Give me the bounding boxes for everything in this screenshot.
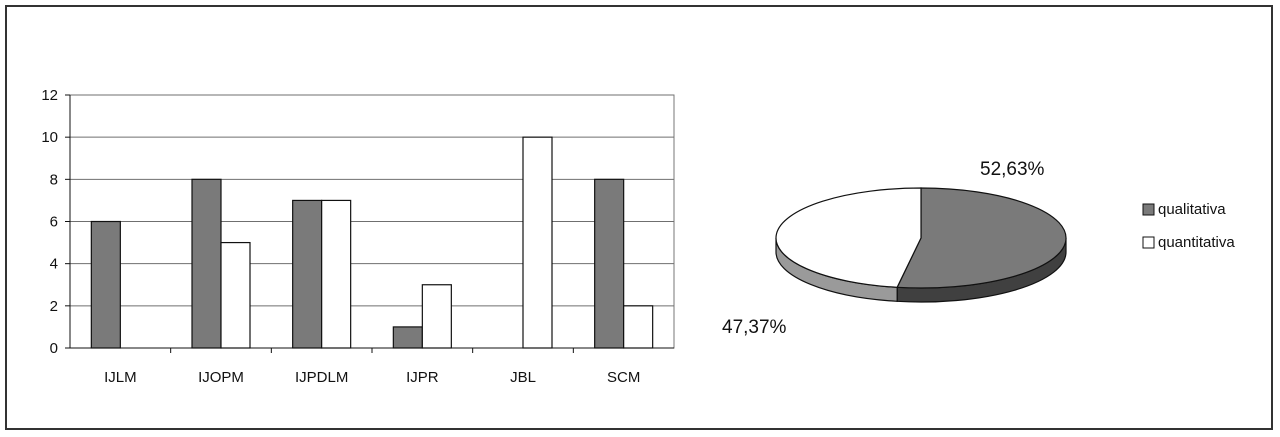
bar-quantitativa-ijpr (421, 284, 452, 349)
bar-qualitativa-ijopm (191, 178, 222, 349)
grid-lines (70, 94, 674, 307)
y-axis-ticks: 0 2 4 6 8 10 12 (41, 87, 70, 357)
legend-swatch-qualitativa (1142, 203, 1155, 216)
bars (90, 136, 654, 349)
y-tick-label: 4 (50, 256, 58, 273)
bar-qualitativa-ijpdlm (292, 199, 323, 349)
x-tick-label: JBL (510, 369, 536, 386)
bar-qualitativa-ijlm (90, 220, 121, 349)
y-tick-label: 10 (41, 129, 58, 146)
pie-label-quantitativa: 47,37% (722, 317, 787, 338)
y-tick-label: 0 (50, 340, 58, 357)
y-tick-label: 8 (50, 171, 58, 188)
bar-quantitativa-ijpdlm (321, 199, 352, 349)
legend-label-quantitativa: quantitativa (1158, 234, 1235, 251)
x-axis-ticks: IJLM IJOPM IJPDLM IJPR JBL SCM (104, 348, 640, 386)
bar-qualitativa-ijpr (392, 326, 423, 349)
legend-swatch-quantitativa (1142, 236, 1155, 249)
pie-chart (775, 187, 1067, 303)
x-tick-label: IJOPM (198, 369, 244, 386)
bar-quantitativa-scm (623, 305, 654, 349)
legend: qualitativa quantitativa (1142, 201, 1235, 251)
y-tick-label: 12 (41, 87, 58, 104)
bar-quantitativa-ijopm (220, 241, 251, 349)
y-tick-label: 6 (50, 214, 58, 231)
legend-label-qualitativa: qualitativa (1158, 201, 1226, 218)
x-tick-label: IJPR (406, 369, 439, 386)
bar-qualitativa-scm (594, 178, 625, 349)
bar-chart: 0 2 4 6 8 10 12 IJLM IJOPM IJPDLM IJPR JBL SCM (41, 87, 675, 386)
y-tick-label: 2 (50, 298, 58, 315)
bar-quantitativa-jbl (522, 136, 553, 349)
pie-label-qualitativa: 52,63% (980, 159, 1045, 180)
pie-slice-quantitativa (775, 187, 922, 288)
x-tick-label: SCM (607, 369, 640, 386)
x-tick-label: IJPDLM (295, 369, 348, 386)
pie-slice-qualitativa (896, 187, 1067, 289)
x-tick-label: IJLM (104, 369, 137, 386)
